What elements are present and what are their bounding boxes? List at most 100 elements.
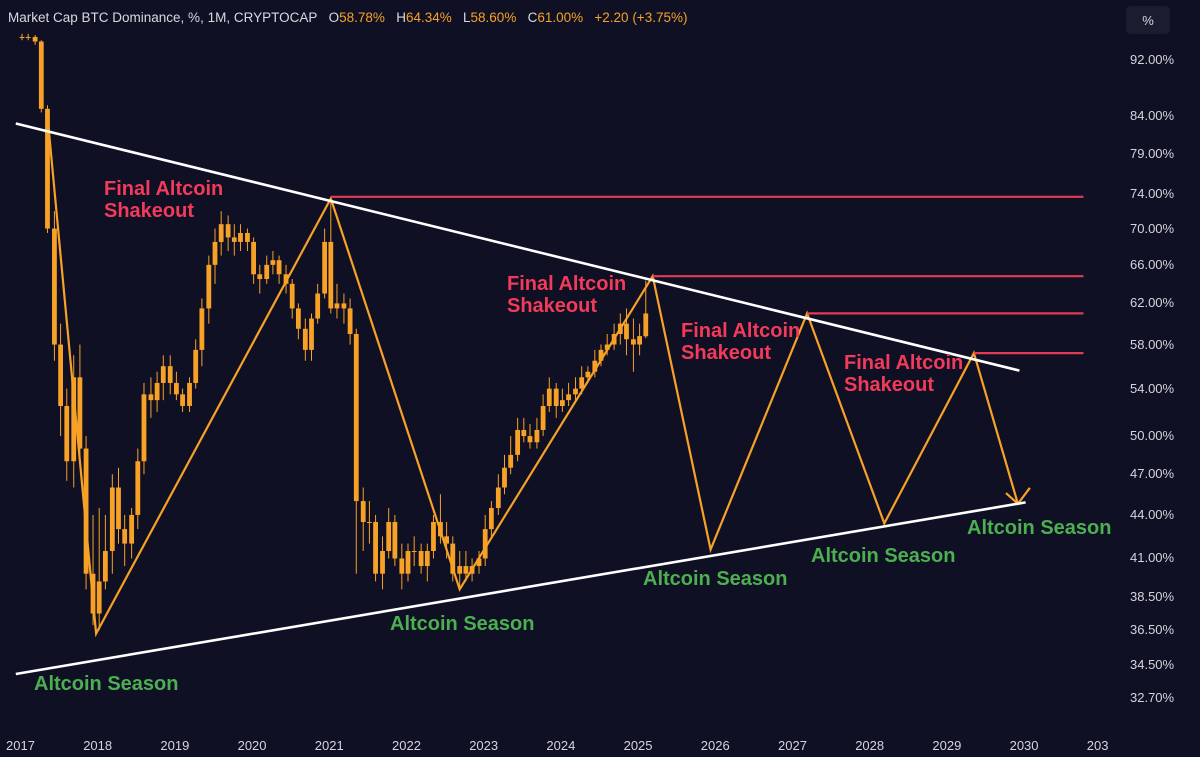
candle [315,283,321,324]
candle-body [289,283,295,309]
candle-body [347,308,353,335]
candle-body [135,461,141,515]
candle-body [328,241,334,309]
candle [405,543,411,582]
candle-body [463,566,469,574]
candle [19,33,25,41]
candle [109,474,115,574]
candle [502,454,507,495]
altcoin-season-annotation-3: Altcoin Season [643,568,788,590]
y-tick-label: 58.00% [1130,336,1175,352]
candle [167,355,173,395]
candle-body [495,487,501,508]
candle-body [482,529,488,559]
x-tick-label: 2018 [83,738,113,753]
candle [334,283,340,319]
open-value: 58.78% [339,10,385,25]
candle [160,355,166,401]
candle [341,293,347,324]
candle-body [257,274,263,280]
candle [96,507,102,631]
candle-body [534,429,540,443]
candle [148,377,154,418]
candle [373,514,378,582]
candle-body [206,264,212,309]
candle-body [264,264,270,280]
x-tick-label: 2028 [855,738,885,753]
candle-body [573,388,578,395]
candle-body [585,371,591,378]
descending-trendline [15,122,1020,372]
candle-body [353,334,359,502]
change-value: +2.20 (+3.75%) [594,10,688,25]
candle-body [193,349,199,383]
candle-body [476,558,482,567]
x-tick-label: 203 [1086,738,1109,753]
candle [129,507,135,559]
symbol-label: Market Cap BTC Dominance, %, 1M, CRYPTOC… [8,10,318,25]
candle [206,255,212,324]
candle [193,339,199,389]
candle-body [45,108,50,229]
shakeout-2-line-2: Shakeout [507,295,598,317]
x-tick-label: 2025 [623,738,653,753]
candle [380,536,385,590]
candle-body [238,232,243,242]
candle [25,33,31,41]
candle-body [77,377,83,449]
candle [52,211,57,361]
candle [560,388,565,412]
x-tick-label: 2030 [1009,738,1039,753]
candle [515,417,521,462]
candle-body [643,313,649,337]
candle [309,313,314,361]
candle-body [637,336,642,345]
candle-body [560,400,565,406]
candle [225,215,231,251]
candle [392,514,398,567]
candle-body [309,318,314,350]
low-label: L [463,10,471,25]
candle-body [566,394,571,401]
ascending-trendline [15,501,1026,676]
altcoin-season-annotation-2: Altcoin Season [390,613,535,635]
candle [431,514,436,559]
candle [540,394,546,437]
candle [347,298,353,345]
shakeout-2-line-1: Final Altcoin [507,273,627,295]
candle-body [187,382,192,406]
candle-body [141,394,147,462]
candle [418,543,424,574]
shakeout-1-line-2: Shakeout [104,200,195,222]
candle [527,423,533,449]
candle-body [373,521,378,574]
candle-body [431,521,436,552]
chart-header: Market Cap BTC Dominance, %, 1M, CRYPTOC… [8,10,687,25]
x-tick-label: 2026 [700,738,730,753]
y-tick-label: 92.00% [1130,52,1175,67]
high-value: 64.34% [405,10,452,25]
y-tick-label: 32.70% [1130,690,1175,705]
shakeout-1-line-1: Final Altcoin [104,178,224,200]
candle [187,377,192,412]
altcoin-season-annotation-1: Altcoin Season [34,673,179,695]
shakeout-3-line-2: Shakeout [681,342,772,364]
close-label: C [527,10,538,25]
candle [270,250,276,275]
candle [64,388,70,481]
candle [77,344,83,462]
candle-body [180,394,185,406]
candle-body [367,521,372,523]
shakeout-4-line-1: Final Altcoin [844,352,964,374]
candle [174,371,179,401]
candle [573,377,578,401]
percent-scale-button[interactable]: % [1126,6,1170,34]
candle-body [167,366,173,383]
candle [218,211,224,256]
candle [367,501,372,544]
candle-body [231,237,237,242]
candle [122,514,128,567]
candle [199,298,205,367]
candle-body [334,303,340,309]
